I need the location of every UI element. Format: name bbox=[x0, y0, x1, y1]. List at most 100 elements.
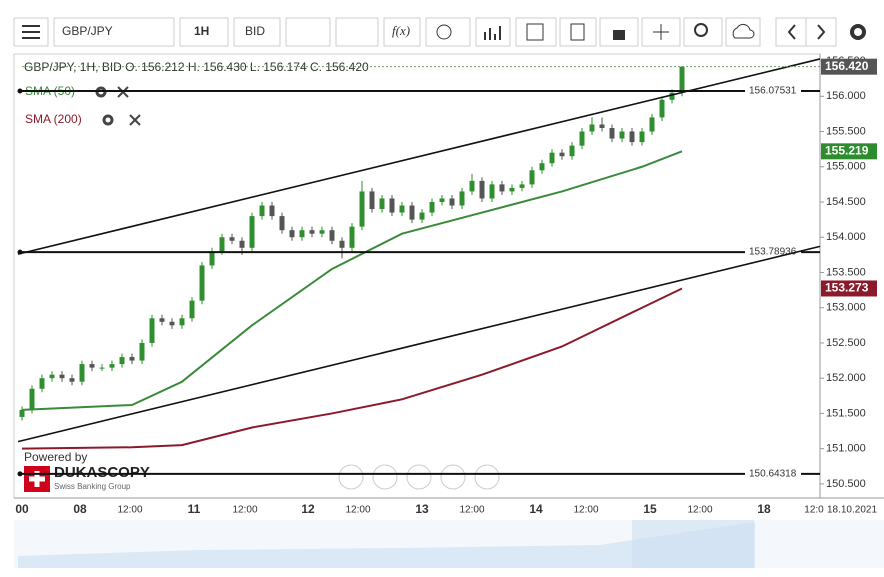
draw-button[interactable] bbox=[335, 17, 379, 47]
reset[interactable] bbox=[406, 464, 432, 490]
x-tick-label: 12:00 bbox=[687, 505, 712, 516]
candle-body bbox=[539, 163, 545, 171]
period-select[interactable] bbox=[179, 17, 229, 47]
indicator-button[interactable] bbox=[383, 17, 421, 47]
x-tick-label: 12:00 bbox=[459, 505, 484, 516]
candle-body bbox=[639, 131, 645, 143]
sma-line bbox=[21, 287, 683, 450]
candle-body bbox=[289, 230, 295, 238]
side-select[interactable] bbox=[233, 17, 281, 47]
brand-name: DUKASCOPY bbox=[54, 464, 150, 481]
candle-body bbox=[519, 184, 525, 188]
bars-button[interactable] bbox=[475, 17, 511, 47]
x-tick-label: 12:00 bbox=[232, 505, 257, 516]
symbol-select[interactable] bbox=[53, 17, 175, 47]
candle-body bbox=[109, 364, 115, 368]
y-tick-label: 155.500 bbox=[826, 125, 866, 137]
symbol: GBP/JPY bbox=[62, 24, 113, 38]
settings-button[interactable] bbox=[850, 24, 866, 40]
info-icon bbox=[436, 24, 452, 40]
y-tick-label: 151.000 bbox=[826, 443, 866, 455]
zoom-button[interactable] bbox=[683, 17, 723, 47]
candle-body bbox=[369, 191, 375, 210]
candle-body bbox=[499, 184, 505, 192]
scroll-right[interactable] bbox=[474, 464, 500, 490]
x-tick-label: 14 bbox=[529, 502, 543, 516]
legend-settings bbox=[102, 114, 114, 126]
chart-type-button[interactable] bbox=[285, 17, 331, 47]
candle-body bbox=[489, 184, 495, 199]
candle-body bbox=[209, 251, 215, 266]
calendar-button[interactable] bbox=[515, 17, 557, 47]
forward-button[interactable] bbox=[805, 17, 837, 47]
y-tick-label: 155.000 bbox=[826, 161, 866, 173]
brand: Powered by DUKASCOPY Swiss Banking Group bbox=[24, 450, 150, 492]
candle-body bbox=[599, 124, 605, 128]
candle-body bbox=[589, 124, 595, 132]
candle-body bbox=[609, 128, 615, 139]
candle-body bbox=[399, 205, 405, 213]
line-label-bg bbox=[745, 246, 801, 259]
info-button[interactable] bbox=[425, 17, 471, 47]
y-tick-label: 152.500 bbox=[826, 337, 866, 349]
price-badge bbox=[821, 280, 877, 297]
candle-body bbox=[479, 180, 485, 199]
candle-body bbox=[89, 364, 95, 368]
x-tick-label: 18.10.2021 bbox=[827, 505, 877, 516]
calendar-icon bbox=[526, 23, 544, 41]
report-button[interactable] bbox=[559, 17, 597, 47]
candle-body bbox=[219, 237, 225, 252]
y-tick-label: 153.500 bbox=[826, 266, 866, 278]
candle-body bbox=[449, 198, 455, 206]
line-label: 153.78936 bbox=[749, 247, 797, 258]
y-tick-label: 150.500 bbox=[826, 478, 866, 490]
forward-icon bbox=[817, 24, 826, 40]
back-button[interactable] bbox=[775, 17, 807, 47]
report-icon bbox=[570, 23, 585, 41]
side: BID bbox=[245, 24, 265, 38]
zoom-out[interactable] bbox=[372, 464, 398, 490]
candle-body bbox=[19, 409, 25, 417]
line-label: 150.64318 bbox=[749, 468, 797, 479]
x-tick-label: 00 bbox=[15, 502, 29, 516]
legend-remove bbox=[129, 114, 141, 126]
y-tick-label: 154.000 bbox=[826, 231, 866, 243]
candle-body bbox=[329, 230, 335, 241]
line-label-bg bbox=[745, 84, 801, 97]
candle-body bbox=[439, 198, 445, 202]
upload-icon bbox=[732, 23, 755, 39]
line-label-bg bbox=[745, 467, 801, 480]
candle-body bbox=[679, 66, 685, 93]
candle-body bbox=[59, 374, 65, 379]
candle-body bbox=[309, 230, 315, 234]
candle-body bbox=[659, 99, 665, 118]
zoom-in[interactable] bbox=[440, 464, 466, 490]
upload-button[interactable] bbox=[725, 17, 761, 47]
candle-body bbox=[119, 357, 125, 365]
legend-settings bbox=[95, 86, 107, 98]
candle-body bbox=[379, 198, 385, 210]
candle-body bbox=[139, 342, 145, 361]
candle-body bbox=[319, 230, 325, 234]
price-badge-label: 156.420 bbox=[825, 59, 869, 73]
price-badge-label: 153.273 bbox=[825, 281, 869, 295]
candle-body bbox=[339, 240, 345, 248]
x-tick-label: 12:00 bbox=[573, 505, 598, 516]
toolbar: GBP/JPY 1H BID f(x) bbox=[13, 17, 866, 47]
candle-body bbox=[529, 170, 535, 185]
candle-body bbox=[79, 364, 85, 382]
scroll-left[interactable] bbox=[338, 464, 364, 490]
candle-body bbox=[39, 378, 45, 389]
price-badge bbox=[821, 143, 877, 160]
powered-by: Powered by bbox=[24, 450, 87, 464]
x-tick-label: 12:00 bbox=[117, 505, 142, 516]
x-tick-label: 11 bbox=[188, 502, 201, 516]
brand-sub: Swiss Banking Group bbox=[54, 482, 131, 491]
candle-body bbox=[179, 318, 185, 326]
candle-body bbox=[619, 131, 625, 139]
y-tick-label: 152.000 bbox=[826, 372, 866, 384]
y-tick-label: 154.500 bbox=[826, 196, 866, 208]
navigator-window[interactable] bbox=[632, 520, 754, 568]
y-tick-label: 153.000 bbox=[826, 302, 866, 314]
candle-body bbox=[69, 378, 75, 382]
